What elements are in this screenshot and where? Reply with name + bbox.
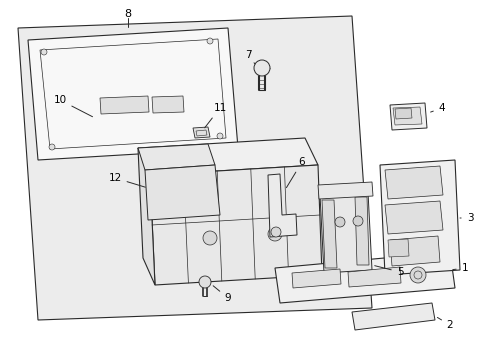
Circle shape bbox=[253, 60, 269, 76]
Text: 6: 6 bbox=[286, 157, 305, 188]
Polygon shape bbox=[145, 165, 220, 220]
Text: 9: 9 bbox=[213, 286, 231, 303]
Circle shape bbox=[409, 267, 425, 283]
Polygon shape bbox=[138, 144, 215, 170]
Polygon shape bbox=[387, 239, 408, 257]
Polygon shape bbox=[319, 192, 371, 273]
Circle shape bbox=[206, 38, 213, 44]
Text: 5: 5 bbox=[374, 266, 403, 277]
Text: 3: 3 bbox=[459, 213, 472, 223]
Polygon shape bbox=[18, 16, 371, 320]
Circle shape bbox=[334, 217, 345, 227]
Polygon shape bbox=[347, 267, 400, 287]
Circle shape bbox=[270, 227, 281, 237]
Text: 11: 11 bbox=[204, 103, 226, 128]
Polygon shape bbox=[274, 252, 454, 303]
Polygon shape bbox=[100, 96, 149, 114]
Polygon shape bbox=[392, 107, 421, 125]
Polygon shape bbox=[138, 148, 155, 285]
Circle shape bbox=[199, 276, 210, 288]
Polygon shape bbox=[351, 303, 434, 330]
Polygon shape bbox=[291, 269, 340, 288]
Text: 4: 4 bbox=[430, 103, 445, 113]
Polygon shape bbox=[193, 127, 209, 138]
Polygon shape bbox=[138, 138, 317, 175]
Polygon shape bbox=[28, 28, 238, 160]
Polygon shape bbox=[394, 108, 411, 119]
Circle shape bbox=[49, 144, 55, 150]
Polygon shape bbox=[354, 197, 368, 265]
Text: 8: 8 bbox=[124, 9, 131, 19]
Text: 10: 10 bbox=[53, 95, 92, 117]
Circle shape bbox=[352, 216, 362, 226]
Polygon shape bbox=[267, 174, 296, 237]
Polygon shape bbox=[389, 103, 426, 130]
Circle shape bbox=[267, 227, 282, 241]
Polygon shape bbox=[321, 200, 336, 268]
Text: 7: 7 bbox=[244, 50, 254, 64]
Text: 2: 2 bbox=[436, 318, 452, 330]
Polygon shape bbox=[384, 201, 442, 234]
Polygon shape bbox=[384, 166, 442, 199]
Polygon shape bbox=[317, 182, 372, 199]
Polygon shape bbox=[152, 96, 183, 113]
Polygon shape bbox=[389, 236, 439, 266]
Text: 1: 1 bbox=[452, 263, 468, 273]
Text: 12: 12 bbox=[108, 173, 145, 187]
Polygon shape bbox=[379, 160, 459, 275]
Circle shape bbox=[203, 231, 217, 245]
Polygon shape bbox=[150, 165, 321, 285]
Circle shape bbox=[217, 133, 223, 139]
Circle shape bbox=[41, 49, 47, 55]
